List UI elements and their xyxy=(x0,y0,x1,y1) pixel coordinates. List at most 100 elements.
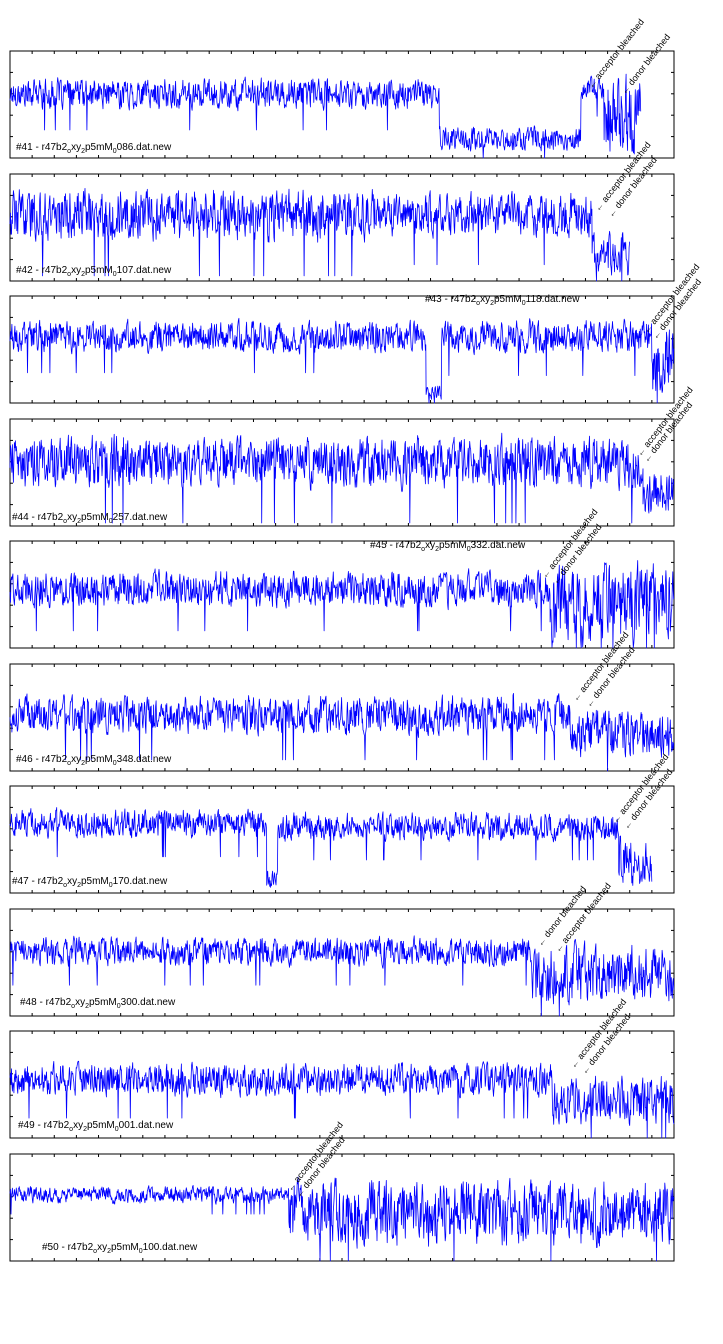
trace-label-subscript: 0 xyxy=(117,1003,121,1010)
trace-label-part: #50 - r47b2 xyxy=(42,1242,94,1253)
trace-label-part: 332.dat.new xyxy=(471,540,526,551)
trace-label-subscript: 2 xyxy=(77,518,81,525)
trace-panel-1: #41 - r47b2oxy2p5mM0086.dat.new← accepto… xyxy=(9,17,675,159)
trace-label-part: xy xyxy=(67,876,77,887)
trace-label: #45 - r47b2oxy2p5mM0332.dat.new xyxy=(370,540,526,553)
trace-label-part: #48 - r47b2 xyxy=(20,997,72,1008)
trace-label-subscript: 2 xyxy=(490,300,494,307)
trace-label-subscript: o xyxy=(93,1248,97,1255)
trace-label-part: p5mM xyxy=(81,876,109,887)
trace-label-part: xy xyxy=(480,294,490,305)
trace-label-part: 300.dat.new xyxy=(121,997,176,1008)
panel-frame xyxy=(9,1153,675,1262)
trace-panel-9: #49 - r47b2oxy2p5mM0001.dat.new← accepto… xyxy=(9,997,675,1139)
panel-frame xyxy=(9,908,675,1017)
trace-label-subscript: 0 xyxy=(113,148,117,155)
trace-label-part: xy xyxy=(73,1120,83,1131)
trace-label-subscript: o xyxy=(63,882,67,889)
trace-label-part: #44 - r47b2 xyxy=(12,512,64,523)
trace-label-part: p5mM xyxy=(85,142,113,153)
trace-panel-10: #50 - r47b2oxy2p5mM0100.dat.new← accepto… xyxy=(9,1120,675,1262)
trace-label: #41 - r47b2oxy2p5mM0086.dat.new xyxy=(16,142,172,155)
trace-label-part: 100.dat.new xyxy=(143,1242,198,1253)
trace-label-part: 086.dat.new xyxy=(117,142,172,153)
fret-trace-line xyxy=(9,560,675,649)
fret-trace-line xyxy=(9,317,675,404)
trace-label-subscript: o xyxy=(71,1003,75,1010)
trace-label-subscript: 2 xyxy=(435,546,439,553)
trace-label-subscript: 0 xyxy=(113,271,117,278)
trace-label-subscript: 0 xyxy=(467,546,471,553)
trace-label-part: #41 - r47b2 xyxy=(16,142,68,153)
trace-label-subscript: 0 xyxy=(109,882,113,889)
trace-label-subscript: 0 xyxy=(113,760,117,767)
trace-label-part: xy xyxy=(75,997,85,1008)
trace-label-part: p5mM xyxy=(85,754,113,765)
trace-label-part: p5mM xyxy=(494,294,522,305)
trace-label: #49 - r47b2oxy2p5mM0001.dat.new xyxy=(18,1120,174,1133)
trace-label-part: 107.dat.new xyxy=(117,265,172,276)
trace-label: #50 - r47b2oxy2p5mM0100.dat.new xyxy=(42,1242,198,1255)
trace-label-part: #45 - r47b2 xyxy=(370,540,422,551)
trace-label-part: xy xyxy=(71,754,81,765)
trace-label-subscript: 2 xyxy=(77,882,81,889)
trace-label-subscript: 2 xyxy=(107,1248,111,1255)
trace-label-part: 348.dat.new xyxy=(117,754,172,765)
trace-label-part: #46 - r47b2 xyxy=(16,754,68,765)
trace-panel-6: #46 - r47b2oxy2p5mM0348.dat.new← accepto… xyxy=(9,630,675,772)
fret-trace-line xyxy=(9,807,653,888)
trace-label-part: xy xyxy=(71,265,81,276)
trace-panel-3: #43 - r47b2oxy2p5mM0118.dat.new ← accepto… xyxy=(9,262,703,404)
trace-label-subscript: o xyxy=(67,760,71,767)
trace-label-part: #43 - r47b2 xyxy=(425,294,477,305)
fret-trace-line xyxy=(9,693,675,772)
trace-label-part: #49 - r47b2 xyxy=(18,1120,70,1131)
trace-panel-2: #42 - r47b2oxy2p5mM0107.dat.new← accepto… xyxy=(9,140,675,282)
trace-label: #42 - r47b2oxy2p5mM0107.dat.new xyxy=(16,265,172,278)
fret-trace-line xyxy=(9,432,675,524)
trace-label-subscript: 2 xyxy=(81,148,85,155)
fret-trace-line xyxy=(9,935,675,1017)
trace-label-part: p5mM xyxy=(89,997,117,1008)
trace-label: #48 - r47b2oxy2p5mM0300.dat.new xyxy=(20,997,176,1010)
trace-label-subscript: 2 xyxy=(83,1126,87,1133)
fret-trace-line xyxy=(9,1060,675,1139)
trace-label-subscript: 0 xyxy=(139,1248,143,1255)
trace-label-subscript: 2 xyxy=(81,271,85,278)
trace-label-part: xy xyxy=(97,1242,107,1253)
trace-label-part: p5mM xyxy=(439,540,467,551)
trace-panel-7: #47 - r47b2oxy2p5mM0170.dat.new← accepto… xyxy=(9,752,675,894)
trace-panel-4: #44 - r47b2oxy2p5mM0257.dat.new← accepto… xyxy=(9,385,695,527)
trace-label-subscript: o xyxy=(67,271,71,278)
trace-label-subscript: 0 xyxy=(109,518,113,525)
trace-label: #43 - r47b2oxy2p5mM0118.dat.new xyxy=(425,294,580,307)
trace-label-part: xy xyxy=(71,142,81,153)
trace-label: #44 - r47b2oxy2p5mM0257.dat.new xyxy=(12,512,168,525)
trace-label-subscript: 0 xyxy=(522,300,526,307)
trace-label-subscript: o xyxy=(69,1126,73,1133)
trace-label-part: xy xyxy=(67,512,77,523)
trace-label: #46 - r47b2oxy2p5mM0348.dat.new xyxy=(16,754,172,767)
fret-trace-line xyxy=(9,1176,674,1262)
panel-frame xyxy=(9,418,675,527)
trace-label-subscript: 2 xyxy=(85,1003,89,1010)
fret-trace-line xyxy=(9,73,642,159)
trace-label-part: 001.dat.new xyxy=(119,1120,174,1131)
trace-label-subscript: o xyxy=(63,518,67,525)
trace-label-subscript: 2 xyxy=(81,760,85,767)
panel-frame xyxy=(9,295,675,404)
trace-label-subscript: o xyxy=(67,148,71,155)
trace-label-part: #42 - r47b2 xyxy=(16,265,68,276)
trace-label-part: 257.dat.new xyxy=(113,512,168,523)
trace-label-part: xy xyxy=(425,540,435,551)
trace-panel-8: #48 - r47b2oxy2p5mM0300.dat.new← donor b… xyxy=(9,881,675,1017)
trace-label-part: p5mM xyxy=(111,1242,139,1253)
trace-label-subscript: 0 xyxy=(115,1126,119,1133)
panel-frame xyxy=(9,785,675,894)
trace-label-part: #47 - r47b2 xyxy=(12,876,64,887)
trace-label-part: p5mM xyxy=(87,1120,115,1131)
trace-label-part: 170.dat.new xyxy=(113,876,168,887)
trace-label: #47 - r47b2oxy2p5mM0170.dat.new xyxy=(12,876,168,889)
trace-panel-5: #45 - r47b2oxy2p5mM0332.dat.new ← accepto… xyxy=(9,507,675,649)
